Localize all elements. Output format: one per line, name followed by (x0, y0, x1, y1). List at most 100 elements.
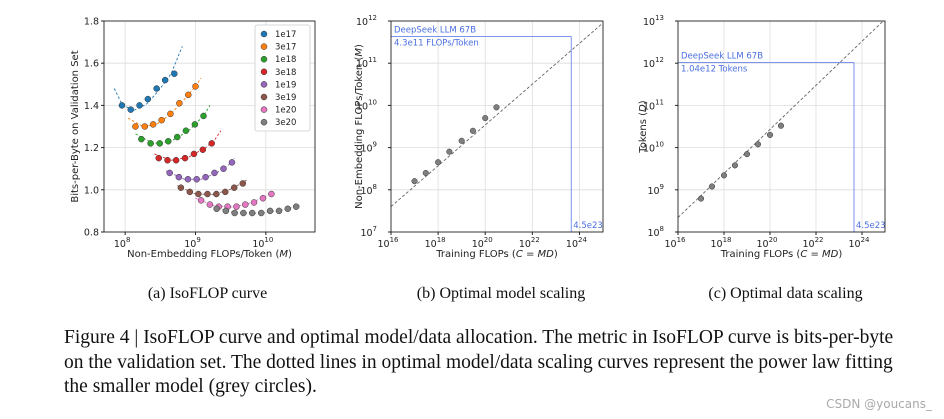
data-point (118, 102, 126, 109)
data-point (172, 157, 180, 164)
y-axis-label: Tokens (D) (638, 100, 649, 153)
data-point (156, 140, 163, 147)
axes-frame (390, 20, 604, 233)
data-point (458, 137, 465, 144)
legend-marker (260, 68, 268, 76)
data-point (176, 100, 183, 107)
legend-marker (260, 93, 268, 101)
x-tick-label: 1022 (802, 236, 823, 250)
y-tick-label: 1011 (356, 56, 377, 70)
data-point (697, 195, 705, 202)
legend-label: 3e18 (275, 68, 296, 78)
data-point (754, 141, 762, 148)
data-point (177, 184, 185, 191)
legend-marker (260, 81, 268, 88)
data-point (190, 150, 198, 158)
data-point (213, 190, 220, 198)
data-point (268, 190, 275, 198)
x-axis-label: Training FLOPs (C = MD) (720, 249, 843, 260)
data-point (292, 203, 300, 210)
y-tick-label: 1.2 (84, 143, 99, 154)
data-point (213, 205, 220, 213)
data-point (153, 85, 160, 92)
annotation-value: 1.04e12 Tokens (681, 64, 748, 74)
y-tick-label: 1010 (643, 141, 664, 155)
x-tick-label: 108 (114, 236, 131, 250)
data-point (181, 154, 189, 162)
data-point (266, 207, 274, 215)
data-point (233, 203, 240, 210)
annotation-x-value: 4.5e23 (573, 221, 603, 231)
data-point (147, 140, 154, 147)
data-point (208, 140, 215, 147)
data-point (138, 135, 145, 143)
data-point (158, 116, 165, 124)
data-point (204, 190, 211, 198)
fit-curve (165, 157, 235, 180)
data-point (197, 197, 205, 204)
figure-caption: Figure 4 | IsoFLOP curve and optimal mod… (64, 327, 894, 397)
data-point (284, 205, 292, 213)
x-tick-label: 1016 (664, 236, 686, 250)
x-tick-label: 1010 (252, 236, 273, 250)
fit-curve (113, 46, 183, 112)
legend-label: 1e20 (275, 106, 296, 116)
data-point (141, 123, 149, 130)
data-point (171, 70, 178, 77)
y-tick-label: 107 (360, 225, 377, 239)
data-point (199, 146, 207, 153)
data-point (250, 199, 258, 206)
x-axis-label: Non-Embedding FLOPs/Token (M) (127, 249, 292, 260)
data-point (446, 148, 453, 155)
data-point (482, 115, 489, 122)
data-point (200, 112, 207, 120)
legend-marker (260, 43, 268, 50)
x-axis-label: Training FLOPs (C = MD) (435, 249, 558, 260)
legend-label: 3e19 (275, 93, 296, 103)
data-point (275, 207, 283, 215)
data-point (228, 159, 236, 166)
y-tick-label: 1.4 (84, 101, 99, 112)
data-point (167, 110, 174, 118)
subplot-caption: (a) IsoFLOP curve (148, 285, 267, 302)
y-tick-label: 108 (360, 183, 377, 197)
data-point (422, 169, 429, 177)
data-point (240, 209, 247, 217)
data-point (239, 180, 247, 187)
legend-label: 1e17 (275, 30, 296, 40)
y-tick-label: 1.6 (84, 59, 99, 70)
data-point (127, 106, 134, 113)
y-tick-label: 1012 (643, 56, 664, 70)
data-point (144, 95, 152, 103)
x-tick-label: 1022 (519, 236, 540, 250)
model-scaling-chart: DeepSeek LLM 67B 4.3e11 FLOPs/Token 4.5e23… (354, 14, 604, 302)
data-point (743, 151, 751, 158)
isoflop-chart: 0.8 1.0 1.2 1.4 1.6 1.8 108 109 1010Non-Embeddin… (70, 17, 316, 302)
data-point (191, 121, 199, 128)
data-point (493, 104, 500, 111)
data-point (766, 131, 774, 138)
data-point (211, 169, 218, 177)
y-tick-label: 1.8 (84, 17, 99, 28)
legend-label: 3e17 (275, 43, 296, 53)
data-point (435, 159, 442, 166)
x-tick-label: 1024 (848, 236, 870, 250)
axes-frame (103, 20, 316, 233)
legend-marker (260, 106, 268, 113)
data-point (149, 121, 157, 128)
axes-frame (677, 20, 886, 233)
data-point (220, 165, 227, 172)
data-point (731, 162, 739, 169)
legend-box (254, 24, 311, 132)
data-point (136, 102, 143, 109)
data-point (165, 138, 172, 145)
data-point (166, 169, 173, 177)
y-tick-label: 1013 (643, 14, 664, 28)
y-tick-label: 109 (360, 141, 377, 155)
x-tick-label: 1018 (425, 236, 446, 250)
y-tick-label: 108 (647, 225, 664, 239)
data-point (182, 127, 190, 134)
legend-label: 1e19 (275, 80, 296, 90)
legend-label: 1e18 (275, 55, 296, 65)
data-point (175, 173, 183, 181)
